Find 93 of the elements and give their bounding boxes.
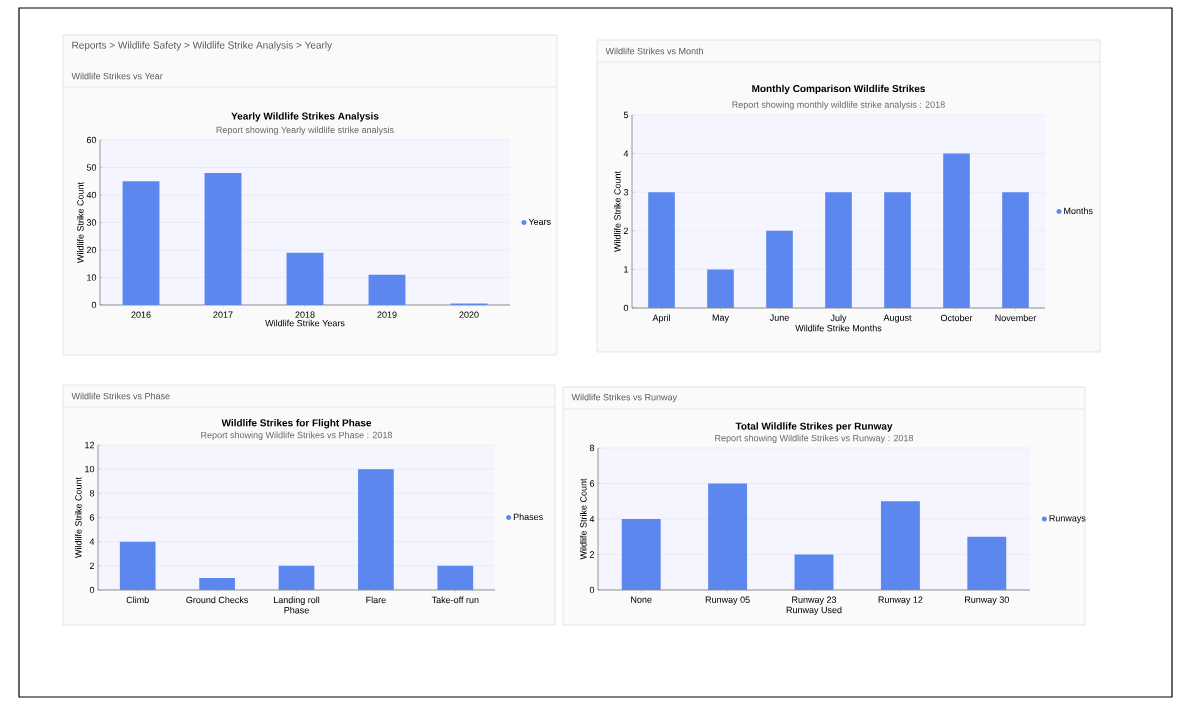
bar (707, 269, 734, 308)
x-tick-label: 2017 (213, 311, 233, 318)
x-tick-label: Ground Checks (186, 596, 249, 604)
y-tick-label: 40 (86, 191, 97, 199)
y-tick-label: 20 (86, 246, 97, 254)
x-tick-label: June (769, 314, 789, 321)
y-tick-label: 4 (623, 150, 629, 157)
x-tick-label: Runway 30 (965, 596, 1009, 605)
bar (122, 181, 160, 305)
y-tick-label: 0 (623, 304, 629, 312)
text: Wildlife Strikes vs Month (605, 47, 703, 55)
chart-title: Monthly Comparison Wildlife Strikes (752, 84, 926, 95)
x-tick-label: July (830, 314, 847, 323)
y-tick-label: 2 (589, 551, 595, 558)
text: Wildlife Strikes vs Runway (571, 393, 678, 403)
bar (943, 153, 970, 308)
y-axis-title: Wildlife Strike Count (76, 182, 84, 263)
bar (199, 577, 235, 590)
y-tick-label: 10 (87, 274, 97, 281)
x-tick-label: Take-off run (431, 596, 479, 604)
text: Reports > Wildlife Safety > Wildlife Strike Analysis > Yearly (72, 41, 333, 51)
bar (1002, 192, 1029, 308)
y-tick-label: 4 (89, 538, 95, 545)
y-tick-label: 0 (89, 586, 95, 594)
legend-label: Phases (513, 513, 543, 521)
x-tick-label: Flare (366, 596, 386, 604)
text: Wildlife Strikes vs Phase (71, 392, 170, 400)
chart-title: Wildlife Strikes for Flight Phase (221, 419, 372, 429)
x-tick-label: 2018 (295, 311, 315, 318)
x-tick-label: Landing roll (273, 596, 320, 605)
bar (286, 252, 324, 305)
bar (708, 483, 748, 590)
y-tick-label: 12 (85, 441, 95, 449)
y-tick-label: 6 (89, 514, 95, 521)
x-tick-label: Runway 12 (878, 596, 923, 605)
y-axis-title: Wildlife Strike Count (579, 478, 587, 560)
legend-label: Years (528, 218, 551, 225)
y-tick-label: 0 (91, 301, 97, 309)
bar (766, 230, 793, 308)
x-tick-label: May (712, 314, 729, 323)
bar (368, 274, 406, 305)
x-tick-label: Runway 23 (792, 596, 837, 605)
y-tick-label: 0 (589, 586, 595, 594)
bar (884, 192, 911, 308)
y-axis-title: Wildlife Strike Count (613, 171, 621, 252)
y-tick-label: 30 (86, 219, 97, 226)
bar (825, 192, 852, 308)
y-tick-label: 2 (623, 227, 629, 234)
bar (278, 565, 315, 590)
x-tick-label: None (631, 596, 652, 603)
bar (621, 518, 661, 590)
x-tick-label: April (652, 314, 670, 323)
bar (967, 536, 1007, 590)
chart-subtitle: Report showing Wildlife Strikes vs Runway : 2018 (715, 434, 914, 444)
x-axis-title: Wildlife Strike Years (265, 319, 345, 327)
y-tick-label: 60 (86, 136, 97, 144)
y-tick-label: 8 (589, 444, 595, 452)
bar (119, 541, 156, 590)
text: Wildlife Strikes vs Year (71, 72, 163, 80)
x-axis-title: Wildlife Strike Months (795, 324, 882, 332)
x-axis-title: Phase (284, 606, 309, 614)
chart-title: Yearly Wildlife Strikes Analysis (231, 112, 379, 122)
x-tick-label: August (883, 314, 912, 323)
chart-subtitle: Report showing Yearly wildlife strike analysis (216, 126, 394, 135)
y-tick-label: 3 (623, 189, 629, 196)
y-tick-label: 5 (623, 111, 629, 119)
x-tick-label: November (995, 314, 1037, 322)
bar (648, 192, 675, 308)
y-axis-title: Wildlife Strike Count (74, 477, 82, 558)
chart-title: Total Wildlife Strikes per Runway (735, 422, 893, 432)
x-tick-label: Climb (126, 596, 149, 604)
y-tick-label: 1 (624, 266, 629, 273)
legend-label: Months (1064, 207, 1093, 215)
y-tick-label: 10 (85, 465, 95, 473)
x-tick-label: 2019 (377, 311, 397, 318)
x-tick-label: Runway 05 (705, 596, 750, 605)
x-tick-label: 2020 (459, 311, 479, 318)
bar (437, 565, 474, 590)
bar (880, 501, 920, 590)
y-tick-label: 4 (589, 515, 595, 523)
y-tick-label: 8 (89, 490, 95, 497)
bar (794, 554, 834, 590)
y-tick-label: 50 (86, 164, 97, 171)
bar (204, 172, 242, 305)
x-axis-title: Runway Used (786, 606, 842, 615)
chart-subtitle: Report showing Wildlife Strikes vs Phase : 2018 (201, 431, 393, 440)
chart-subtitle: Report showing monthly wildlife strike analysis : 2018 (732, 101, 945, 110)
legend-label: Runways (1049, 515, 1086, 524)
x-tick-label: 2016 (131, 311, 151, 318)
y-tick-label: 2 (89, 562, 95, 569)
x-tick-label: October (940, 314, 973, 322)
bar (358, 469, 394, 590)
y-tick-label: 6 (589, 480, 595, 487)
